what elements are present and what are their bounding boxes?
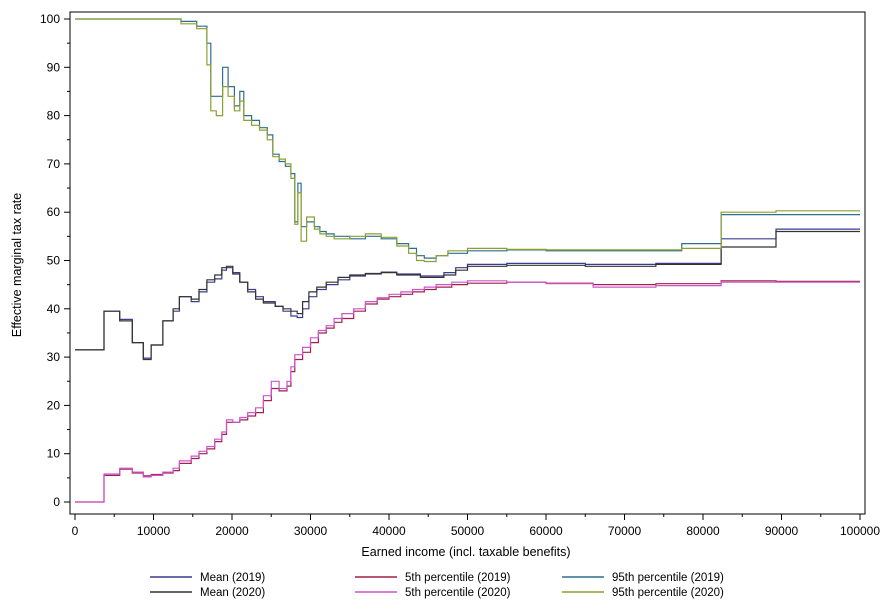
x-tick-label: 100000: [840, 524, 880, 538]
legend-label: 95th percentile (2020): [612, 587, 724, 599]
y-tick-label: 0: [53, 495, 60, 509]
y-tick-label: 90: [47, 60, 61, 74]
legend-label: 5th percentile (2019): [405, 572, 511, 584]
x-tick-label: 40000: [372, 524, 406, 538]
x-axis-label: Earned income (incl. taxable benefits): [361, 545, 570, 559]
series-line-1: [75, 230, 860, 361]
series-line-3: [75, 280, 860, 503]
y-axis: 0 10 20 30 40 50 60 70 80 90 100: [40, 12, 70, 509]
x-tick-label: 0: [72, 524, 79, 538]
y-tick-label: 100: [40, 12, 60, 26]
x-tick-label: 60000: [529, 524, 563, 538]
legend: Mean (2019) 5th percentile (2019) 95th per…: [150, 572, 724, 599]
y-tick-label: 20: [47, 398, 61, 412]
series-line-2: [75, 280, 860, 503]
y-tick-label: 80: [47, 109, 61, 123]
legend-label: Mean (2019): [200, 572, 265, 584]
y-tick-label: 60: [47, 205, 61, 219]
legend-label: Mean (2020): [200, 587, 265, 599]
series-line-4: [75, 18, 860, 259]
x-tick-label: 20000: [215, 524, 249, 538]
y-tick-label: 10: [47, 447, 61, 461]
x-tick-label: 70000: [608, 524, 642, 538]
plot-lines: [75, 18, 860, 503]
x-tick-label: 30000: [294, 524, 328, 538]
x-axis: 0 10000 20000 30000 40000 50000 60000 70000 8000…: [72, 514, 880, 538]
y-axis-label: Effective marginal tax rate: [10, 193, 24, 337]
plot-frame: [69, 11, 866, 515]
x-tick-label: 50000: [451, 524, 485, 538]
y-tick-label: 50: [47, 254, 61, 268]
series-line-5: [75, 18, 860, 263]
legend-label: 95th percentile (2019): [612, 572, 724, 584]
y-tick-label: 40: [47, 302, 61, 316]
x-tick-label: 80000: [686, 524, 720, 538]
y-tick-label: 70: [47, 157, 61, 171]
x-tick-label: 10000: [137, 524, 171, 538]
x-tick-label: 90000: [765, 524, 799, 538]
legend-label: 5th percentile (2020): [405, 587, 511, 599]
y-tick-label: 30: [47, 350, 61, 364]
